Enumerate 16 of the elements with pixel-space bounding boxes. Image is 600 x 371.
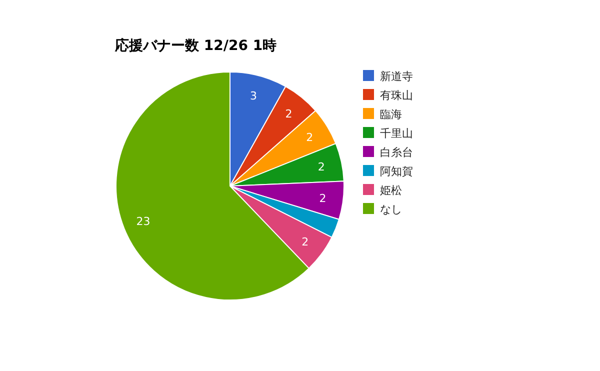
legend-label: なし — [380, 203, 402, 216]
data-label: 3 — [250, 90, 258, 103]
data-label: 2 — [302, 236, 309, 249]
data-label: 2 — [285, 107, 292, 120]
legend-label: 白糸台 — [380, 146, 413, 159]
chart-title: 応援バナー数 12/26 1時 — [114, 37, 277, 54]
legend-label: 新道寺 — [380, 70, 413, 83]
legend-label: 姫松 — [380, 184, 402, 197]
legend-label: 臨海 — [380, 108, 402, 121]
data-label: 23 — [136, 214, 150, 228]
legend-label: 千里山 — [380, 127, 413, 140]
legend-label: 阿知賀 — [380, 165, 413, 178]
data-label: 2 — [319, 192, 326, 205]
data-label: 2 — [306, 130, 314, 144]
data-label: 2 — [318, 160, 325, 174]
legend-label: 有珠山 — [380, 89, 413, 102]
